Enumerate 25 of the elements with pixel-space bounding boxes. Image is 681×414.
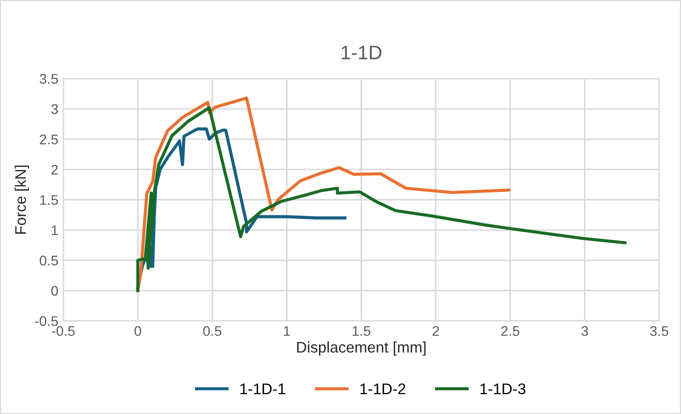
- x-axis-title: Displacement [mm]: [297, 341, 426, 356]
- y-tick-label: 1.5: [40, 195, 58, 205]
- y-tick-label: 0: [51, 286, 58, 296]
- x-tick-label: 1.5: [352, 326, 370, 336]
- x-tick-label: 2: [432, 326, 439, 336]
- x-tick-label: 0.5: [203, 326, 222, 336]
- y-tick-label: 3.5: [40, 74, 58, 84]
- x-tick-label: 3.5: [650, 326, 668, 336]
- y-axis-title: Force [kN]: [14, 166, 29, 234]
- x-tick-label: 3: [581, 326, 588, 336]
- legend-label: 1-1D-2: [360, 383, 406, 394]
- line-series: [136, 106, 626, 292]
- y-tick-label: -0.5: [35, 316, 58, 326]
- y-tick-label: 2.5: [40, 134, 58, 144]
- x-tick-label: 0: [134, 326, 142, 336]
- legend-label: 1-1D-1: [240, 384, 286, 394]
- line-series: [136, 96, 510, 292]
- y-tick-label: 3: [51, 104, 58, 114]
- x-tick-label: 1: [284, 326, 290, 336]
- legend-label: 1-1D-3: [480, 383, 526, 394]
- x-tick-label: 2.5: [501, 326, 520, 336]
- y-tick-label: 0.5: [40, 256, 58, 266]
- y-tick-label: 1: [52, 226, 58, 236]
- y-tick-label: 2: [51, 164, 58, 175]
- chart-title: 1-1D: [342, 46, 382, 60]
